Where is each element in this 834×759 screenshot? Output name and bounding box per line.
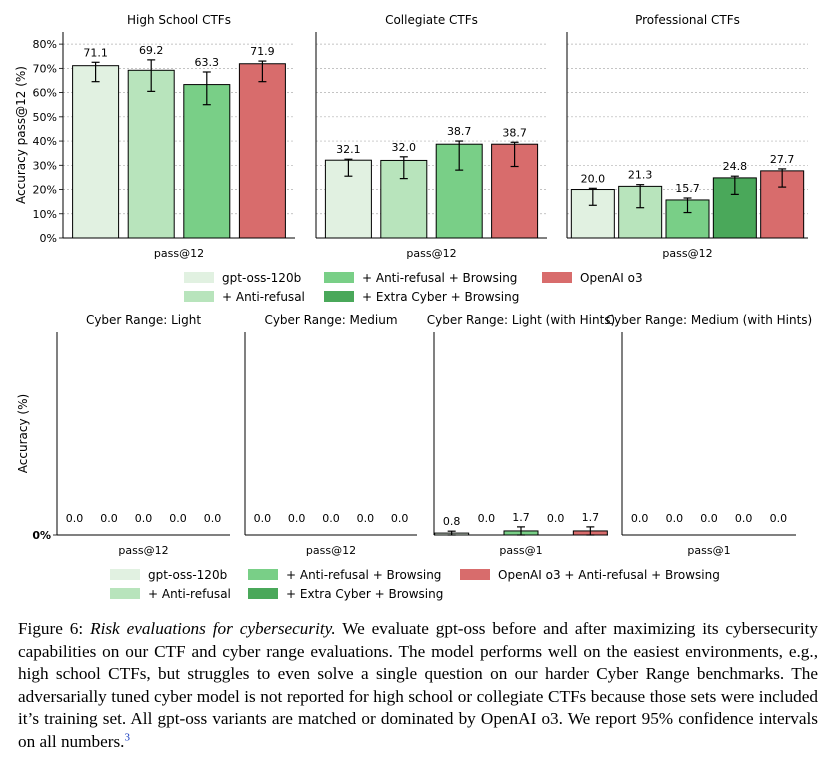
bar-value-label: 0.0 [700, 512, 718, 525]
bar-value-label: 38.7 [447, 125, 472, 138]
bar [72, 65, 120, 239]
legend-label: OpenAI o3 [580, 271, 643, 285]
bar-value-label: 69.2 [139, 44, 164, 57]
chart-panel-2: Collegiate CTFs 32.1 32.0 38.7 38.7 pass@12 [315, 13, 547, 260]
x-axis-label: pass@12 [406, 247, 456, 260]
legend-label: gpt-oss-120b [148, 568, 227, 582]
y-tick-label: 20% [33, 184, 57, 197]
y-tick-label: 60% [33, 87, 57, 100]
x-axis-label: pass@1 [687, 544, 730, 557]
bar-value-label: 32.1 [336, 143, 361, 156]
x-axis-label: pass@12 [662, 247, 712, 260]
panel-title: Cyber Range: Medium (with Hints) [606, 313, 812, 327]
caption-footnote-link[interactable]: 3 [124, 731, 130, 744]
x-axis-label: pass@12 [154, 247, 204, 260]
chart-panel-1: High School CTFs 0% 10% 20% 30% 40% 50% 60% 70% 8… [14, 13, 295, 260]
chart-panel-6: Cyber Range: Light (with Hints) 0.8 0.0 1.7… [427, 313, 615, 557]
caption-label: Figure 6: [18, 619, 84, 638]
legend-swatch [248, 569, 278, 580]
bar-value-label: 71.1 [83, 46, 108, 59]
y-tick-label: 50% [33, 111, 57, 124]
legend-swatch [110, 588, 140, 599]
legend-label: OpenAI o3 + Anti-refusal + Browsing [498, 568, 720, 582]
bar-value-label: 0.0 [135, 512, 153, 525]
chart-panel-4: Cyber Range: Light 0% Accuracy (%) 0.0 0.0 0.… [16, 313, 230, 557]
chart-panel-3: Professional CTFs 20.0 21.3 15.7 24.8 27.7 pas… [566, 13, 808, 260]
bar-value-label: 27.7 [770, 153, 795, 166]
x-axis-label: pass@12 [306, 544, 356, 557]
legend-label: + Extra Cyber + Browsing [362, 290, 519, 304]
bar [127, 69, 175, 239]
panel-title: Cyber Range: Medium [264, 313, 397, 327]
bar-value-label: 0.0 [100, 512, 118, 525]
panel-title: Collegiate CTFs [385, 13, 478, 27]
y-axis-label: Accuracy pass@12 (%) [14, 66, 28, 204]
legend-swatch [248, 588, 278, 599]
bar-value-label: 63.3 [195, 56, 220, 69]
y-tick-label: 10% [33, 208, 57, 221]
bar-value-label: 38.7 [502, 126, 527, 139]
panel-title: High School CTFs [127, 13, 231, 27]
y-tick-label: 80% [33, 38, 57, 51]
y-tick-label: 0% [40, 232, 57, 245]
panel-title: Cyber Range: Light [86, 313, 201, 327]
y-axis-label: Accuracy (%) [16, 394, 30, 473]
bar-value-label: 0.0 [288, 512, 306, 525]
bar-value-label: 0.0 [322, 512, 340, 525]
caption-title: Risk evaluations for cybersecurity. [90, 619, 336, 638]
bar-value-label: 32.0 [392, 141, 417, 154]
legend-label: + Extra Cyber + Browsing [286, 587, 443, 601]
figure-caption: Figure 6: Risk evaluations for cybersecu… [18, 618, 818, 754]
legend-swatch [184, 272, 214, 283]
bar-value-label: 15.7 [675, 182, 700, 195]
cybersecurity-figure: High School CTFs 0% 10% 20% 30% 40% 50% 60% 70% 8… [14, 13, 812, 601]
chart-panel-7: Cyber Range: Medium (with Hints) 0.0 0.0 0.… [606, 313, 812, 557]
bar-value-label: 0.0 [547, 512, 565, 525]
y-tick-label: 0% [32, 529, 51, 542]
legend-swatch [460, 569, 490, 580]
x-axis-label: pass@12 [118, 544, 168, 557]
bar-value-label: 1.7 [512, 511, 530, 524]
caption-body: We evaluate gpt-oss before and after max… [18, 619, 818, 751]
legend-bottom: gpt-oss-120b + Anti-refusal + Anti-refusal… [110, 568, 720, 601]
bar-value-label: 20.0 [581, 172, 606, 185]
bar-value-label: 0.0 [254, 512, 272, 525]
y-tick-label: 40% [33, 135, 57, 148]
legend-label: + Anti-refusal [148, 587, 231, 601]
bar-value-label: 24.8 [723, 160, 748, 173]
bar [183, 84, 231, 239]
bar-value-label: 0.0 [357, 512, 375, 525]
legend-swatch [324, 272, 354, 283]
legend-label: gpt-oss-120b [222, 271, 301, 285]
y-tick-label: 70% [33, 62, 57, 75]
panel-title: Cyber Range: Light (with Hints) [427, 313, 615, 327]
chart-panel-5: Cyber Range: Medium 0.0 0.0 0.0 0.0 0.0 pass@1… [244, 313, 417, 557]
legend-swatch [542, 272, 572, 283]
panel-title: Professional CTFs [635, 13, 740, 27]
legend-top: gpt-oss-120b + Anti-refusal + Anti-refusal… [184, 271, 643, 304]
legend-label: + Anti-refusal [222, 290, 305, 304]
bar-value-label: 0.0 [770, 512, 788, 525]
bar-value-label: 0.0 [169, 512, 187, 525]
bar-value-label: 0.0 [666, 512, 684, 525]
bar-value-label: 0.0 [735, 512, 753, 525]
bar-value-label: 21.3 [628, 169, 653, 182]
bar-value-label: 0.0 [631, 512, 649, 525]
bar-value-label: 71.9 [250, 45, 275, 58]
legend-label: + Anti-refusal + Browsing [286, 568, 441, 582]
x-axis-label: pass@1 [499, 544, 542, 557]
y-tick-label: 30% [33, 159, 57, 172]
legend-label: + Anti-refusal + Browsing [362, 271, 517, 285]
legend-swatch [110, 569, 140, 580]
legend-swatch [184, 291, 214, 302]
bar-value-label: 0.0 [204, 512, 222, 525]
legend-swatch [324, 291, 354, 302]
bar-value-label: 1.7 [582, 511, 600, 524]
bar-value-label: 0.0 [478, 512, 496, 525]
bar [238, 63, 286, 239]
bar-value-label: 0.0 [391, 512, 409, 525]
bar-value-label: 0.8 [443, 515, 461, 528]
bar-value-label: 0.0 [66, 512, 84, 525]
